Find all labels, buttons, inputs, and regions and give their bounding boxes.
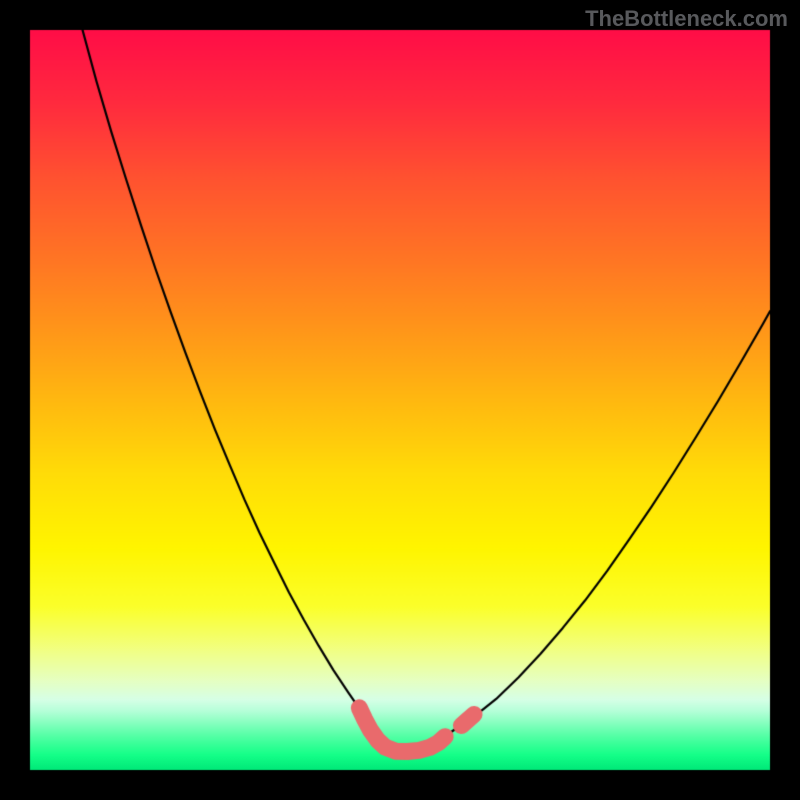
attribution-text: TheBottleneck.com xyxy=(585,6,788,32)
bottleneck-chart xyxy=(0,0,800,800)
